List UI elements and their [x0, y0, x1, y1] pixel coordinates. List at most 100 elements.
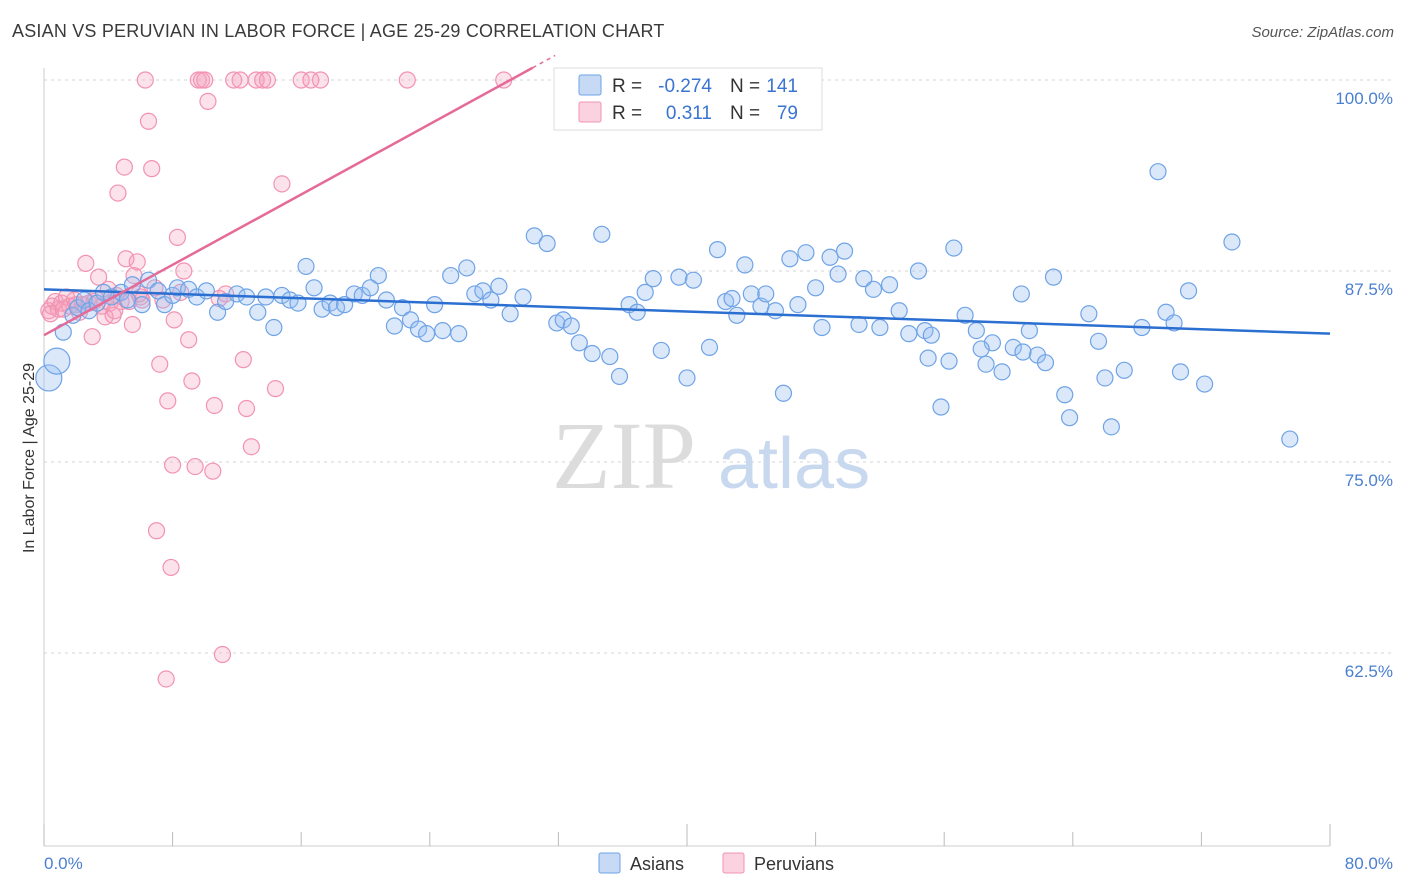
legend-box: R = -0.274 N = 141 R = 0.311 N = 79 — [553, 67, 823, 131]
peruvian-point — [90, 268, 108, 286]
asian-point — [684, 271, 703, 289]
asian-point — [736, 256, 754, 274]
asian-point — [265, 318, 283, 337]
asian-point — [700, 338, 719, 356]
peruvian-point — [83, 328, 101, 346]
peruvian-point — [128, 253, 146, 271]
asian-point — [1020, 321, 1038, 340]
peruvian-point — [398, 71, 416, 89]
asian-point — [909, 262, 928, 280]
asian-point — [774, 384, 793, 402]
asian-point — [652, 341, 670, 360]
asian-point — [458, 259, 476, 277]
legend-r-value-peruvian: 0.311 — [666, 103, 712, 124]
asian-point — [708, 241, 727, 259]
asian-point — [742, 285, 760, 303]
peruvian-point — [117, 250, 135, 268]
asian-point — [1179, 282, 1198, 300]
asian-point — [501, 305, 519, 323]
asian-point — [1149, 163, 1167, 181]
asian-point — [1060, 409, 1079, 427]
legend-n-label-asian: N = — [730, 76, 760, 97]
peruvian-points — [40, 71, 513, 688]
asian-point — [628, 303, 646, 321]
axes — [43, 68, 1331, 847]
asian-point — [442, 266, 460, 285]
asian-point — [945, 239, 963, 257]
peruvian-point — [159, 392, 177, 410]
bottom-legend-asians: Asians — [630, 854, 684, 874]
asian-point — [570, 334, 588, 352]
asian-point — [890, 302, 908, 320]
asian-point — [1196, 375, 1214, 393]
asian-point — [369, 266, 387, 285]
asian-point — [956, 306, 974, 324]
trend-lines — [43, 54, 1331, 337]
asian-point — [728, 306, 746, 324]
asian-point — [797, 244, 815, 262]
asian-point — [1115, 361, 1133, 379]
asian-point — [1036, 354, 1055, 372]
asian-point — [601, 347, 619, 366]
asian-point — [385, 317, 404, 335]
y-tick-label: 100.0% — [1335, 89, 1393, 108]
asian-point — [932, 398, 950, 416]
peruvian-point — [175, 262, 193, 280]
legend-n-value-asian: 141 — [766, 76, 798, 97]
watermark-zip: ZIP — [552, 402, 696, 509]
asian-point — [434, 321, 452, 340]
asian-point — [583, 344, 601, 363]
asian-point — [75, 291, 93, 309]
peruvian-trend-extension — [532, 54, 556, 69]
peruvian-point — [231, 71, 249, 89]
asian-point — [188, 288, 206, 306]
asian-point — [835, 242, 854, 260]
legend-swatch-asian — [578, 74, 602, 96]
asian-point — [409, 320, 428, 338]
asian-point — [813, 318, 831, 337]
asian-point — [393, 299, 412, 317]
peruvian-point — [242, 438, 260, 456]
asian-point — [538, 234, 556, 253]
peruvian-point — [237, 399, 256, 418]
peruvian-point — [273, 175, 291, 193]
asian-point — [450, 325, 468, 343]
peruvian-point — [196, 71, 214, 89]
peruvian-point — [213, 645, 232, 664]
asian-point — [972, 340, 990, 358]
peruvian-point — [234, 351, 252, 369]
peruvian-point — [157, 670, 175, 688]
asian-point — [977, 355, 995, 373]
peruvian-point — [205, 396, 223, 415]
asian-point — [1102, 418, 1120, 436]
asian-point — [723, 289, 741, 308]
legend-r-label-asian: R = — [612, 76, 642, 97]
peruvian-point — [165, 311, 183, 329]
legend-swatch-peruvian — [578, 101, 602, 123]
legend-n-label-peruvian: N = — [730, 103, 760, 124]
asian-point — [855, 270, 873, 288]
peruvian-point — [41, 305, 60, 323]
peruvian-point — [164, 456, 182, 474]
asian-point — [781, 250, 799, 268]
peruvian-point — [54, 300, 72, 318]
asian-point — [850, 315, 868, 334]
peruvian-point — [109, 184, 127, 202]
peruvian-point — [180, 331, 198, 349]
asian-point — [766, 302, 785, 320]
asian-point — [305, 279, 323, 297]
asian-point — [562, 317, 580, 335]
asian-point — [967, 321, 985, 340]
asian-point — [525, 227, 543, 245]
asian-point — [829, 265, 847, 283]
asian-point — [43, 347, 71, 375]
asian-point — [610, 367, 629, 386]
peruvian-point — [225, 71, 243, 89]
asian-point — [1096, 369, 1114, 387]
legend-r-value-asian: -0.274 — [658, 76, 712, 97]
asian-point — [1012, 285, 1030, 303]
peruvian-point — [204, 462, 222, 480]
asian-point — [593, 225, 611, 243]
peruvian-point — [311, 71, 330, 89]
